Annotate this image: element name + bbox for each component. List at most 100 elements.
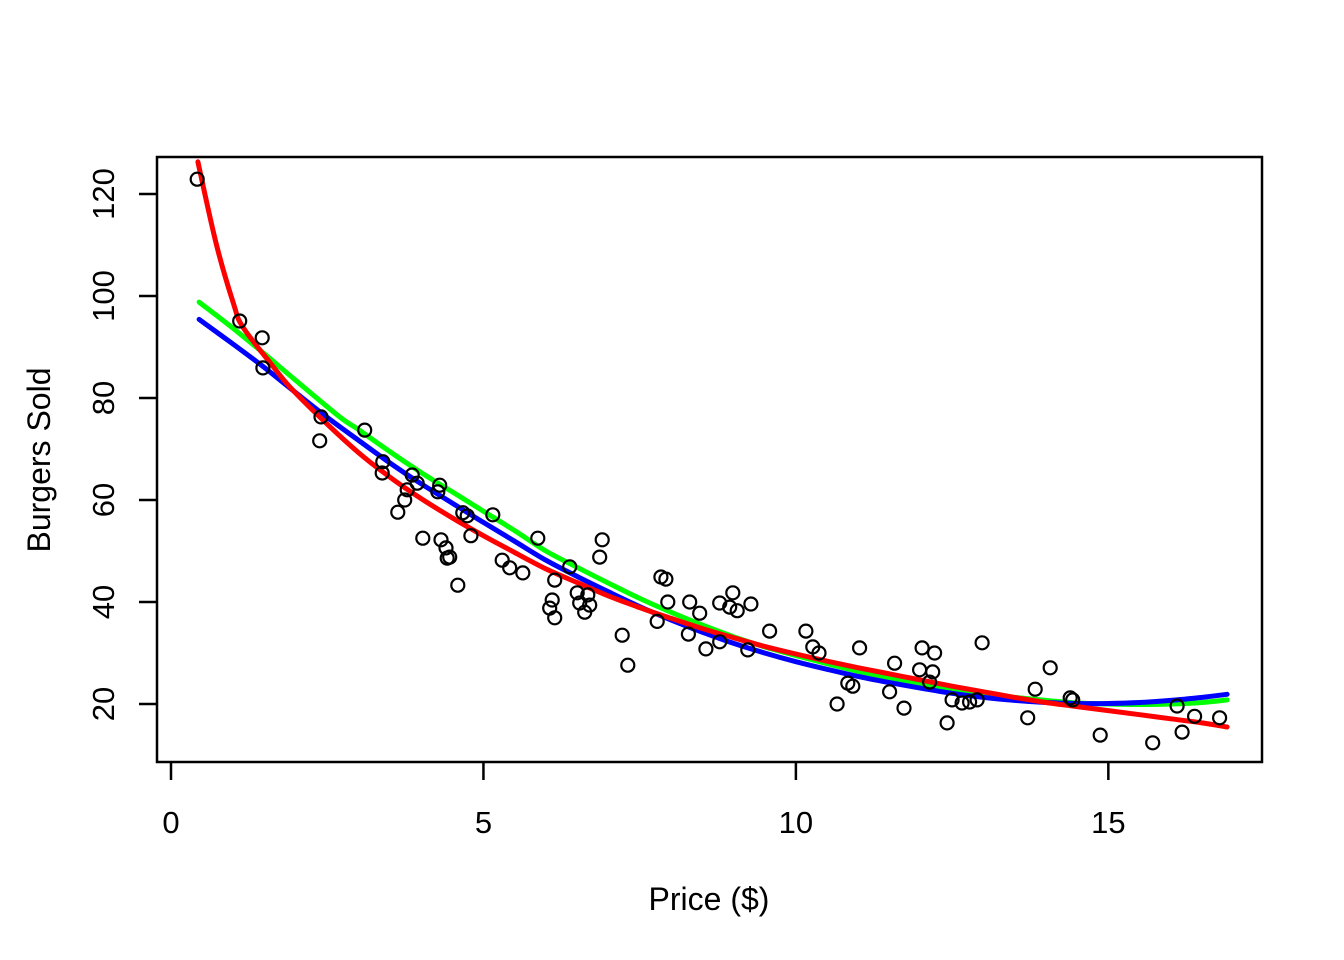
data-point (740, 642, 756, 658)
data-point (954, 695, 970, 711)
plot-frame (155, 155, 1264, 764)
data-point (680, 626, 697, 642)
data-point (1020, 710, 1036, 726)
x-tick-label: 0 (162, 805, 179, 840)
x-tick-label: 5 (475, 805, 492, 840)
data-point (881, 684, 898, 700)
data-point (375, 454, 391, 470)
data-point (432, 477, 448, 493)
data-point (620, 657, 636, 673)
data-point (485, 507, 501, 523)
data-point (911, 662, 928, 678)
data-point (580, 587, 596, 603)
data-point (725, 585, 741, 601)
data-point (761, 623, 778, 639)
data-point (313, 409, 329, 425)
scatter-points-layer (189, 171, 1228, 751)
data-point (798, 623, 814, 639)
data-point (577, 604, 593, 620)
data-point (312, 433, 328, 449)
data-point (1065, 692, 1081, 708)
data-point (974, 635, 990, 651)
data-point (845, 678, 861, 694)
data-point (547, 572, 563, 588)
data-point (459, 508, 475, 524)
data-point (682, 594, 698, 610)
data-point (502, 560, 518, 576)
data-point (969, 692, 985, 708)
blue-fit-curve (196, 316, 1230, 707)
data-point (1092, 727, 1108, 743)
data-point (1186, 708, 1203, 724)
fit-curves-layer (195, 159, 1230, 730)
data-point (921, 674, 938, 690)
data-point (515, 565, 531, 581)
data-point (530, 530, 546, 546)
data-point (925, 664, 941, 680)
data-point (743, 596, 759, 612)
y-tick-label: 60 (86, 483, 121, 517)
data-point (722, 599, 738, 615)
data-point (712, 595, 728, 611)
data-point (1027, 681, 1043, 697)
data-point (692, 605, 708, 621)
data-point (660, 594, 676, 610)
data-point (399, 482, 415, 498)
data-point (254, 330, 270, 346)
y-tick-label: 120 (86, 168, 121, 220)
data-point (1062, 690, 1078, 706)
data-point (592, 549, 608, 565)
data-point (698, 641, 714, 657)
data-point (829, 696, 845, 712)
red-fit-curve (195, 159, 1230, 730)
data-point (189, 171, 205, 187)
data-point (944, 692, 960, 708)
data-point (255, 360, 271, 376)
y-axis-title: Burgers Sold (21, 368, 57, 553)
data-point (811, 645, 827, 661)
data-point (1169, 698, 1185, 714)
data-point (939, 715, 955, 731)
x-tick-label: 15 (1091, 805, 1125, 840)
y-tick-label: 80 (86, 381, 121, 415)
data-point (430, 484, 446, 500)
data-point (1042, 660, 1058, 676)
data-point (442, 549, 458, 565)
axes-layer: 0 5 10 15 20 40 60 80 100 120 (86, 155, 1264, 840)
data-point (463, 528, 479, 544)
data-point (594, 532, 610, 548)
data-point (712, 634, 728, 650)
data-point (438, 540, 454, 556)
y-tick-label: 100 (86, 270, 121, 322)
data-point (886, 655, 903, 671)
y-tick-label: 40 (86, 585, 121, 619)
x-axis-title: Price ($) (649, 881, 770, 917)
data-point (569, 585, 585, 601)
data-point (614, 627, 630, 643)
data-point (374, 465, 390, 481)
data-point (357, 422, 373, 438)
data-point (658, 571, 674, 587)
data-point (851, 640, 868, 656)
data-point (896, 700, 912, 716)
data-point (404, 467, 420, 483)
data-point (450, 577, 466, 593)
data-point (397, 492, 413, 508)
data-point (1145, 735, 1161, 751)
data-point (390, 504, 406, 520)
data-point (562, 559, 578, 575)
data-point (494, 552, 510, 568)
data-point (914, 640, 930, 656)
data-point (433, 532, 449, 548)
data-point (1174, 724, 1190, 740)
data-point (729, 603, 745, 619)
data-point (415, 530, 431, 546)
data-point (926, 645, 943, 661)
data-point (547, 610, 563, 626)
data-point (1211, 710, 1228, 726)
data-point (544, 592, 560, 608)
data-point (649, 613, 665, 630)
